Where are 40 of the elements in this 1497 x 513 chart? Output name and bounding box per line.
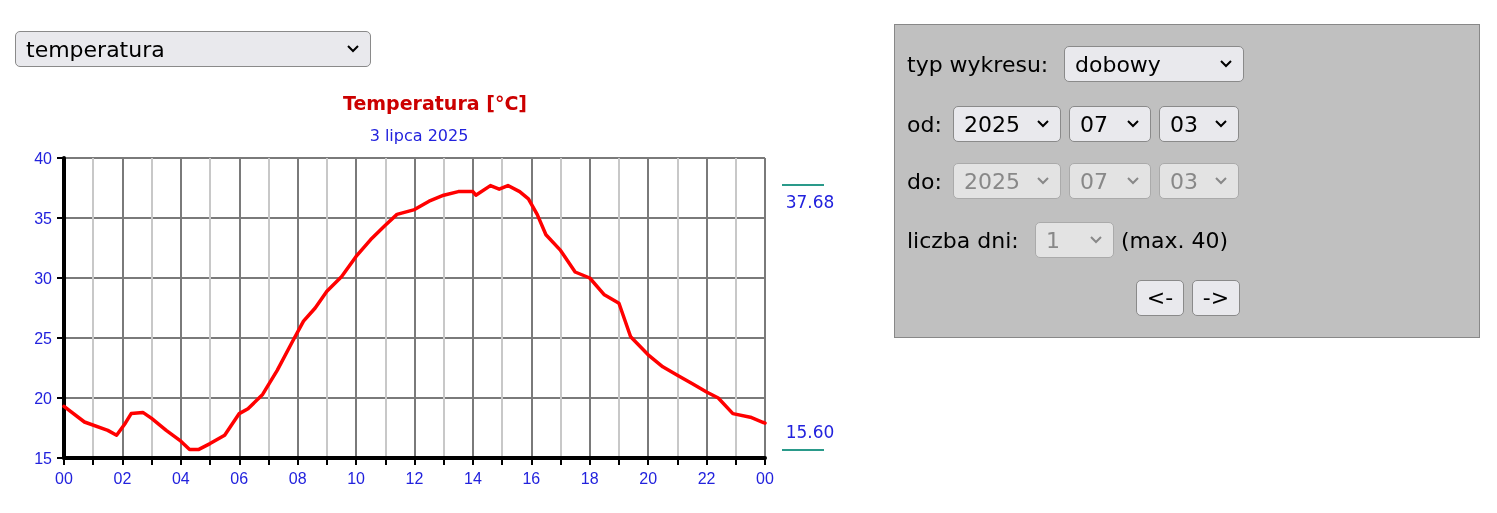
text: 15.60 [785,421,835,442]
text: -> [1202,285,1230,310]
text: 2025 [964,169,1020,194]
x-tick-label: 10 [347,469,366,487]
text: dobowy [1075,52,1161,77]
y-tick-label: 40 [34,149,53,167]
x-tick-label: 18 [580,469,599,487]
x-tick-label: 20 [639,469,658,487]
chart-title: Temperatura [°C] [342,91,528,114]
text: <- [1146,285,1174,310]
text: do: [907,169,942,194]
x-tick-label: 00 [756,469,774,487]
x-tick-label: 08 [288,469,307,487]
text: 07 [1080,112,1108,137]
text: od: [907,112,942,137]
x-tick-label: 22 [697,469,716,487]
text: 03 [1170,169,1198,194]
text: temperatura [26,37,165,62]
text: 2025 [964,112,1020,137]
text: liczba dni: [907,228,1019,253]
y-tick-label: 20 [34,389,53,407]
text: 07 [1080,169,1108,194]
chart-subtitle: 3 lipca 2025 [369,125,469,145]
text: (max. 40) [1121,228,1229,253]
text: 1 [1046,228,1060,253]
x-tick-label: 16 [522,469,541,487]
x-tick-label: 02 [113,469,132,487]
text: 37.68 [785,191,835,212]
x-tick-label: 12 [405,469,424,487]
line-series [62,183,767,452]
text: typ wykresu: [907,52,1049,77]
y-tick-label: 35 [34,209,53,227]
y-tick-label: 15 [34,449,53,467]
y-tick-label: 30 [34,269,53,287]
x-tick-label: 14 [464,469,482,487]
text: 03 [1170,112,1198,137]
x-tick-label: 06 [230,469,249,487]
y-tick-label: 25 [34,329,53,347]
x-tick-label: 04 [171,469,190,487]
x-tick-label: 00 [55,469,73,487]
